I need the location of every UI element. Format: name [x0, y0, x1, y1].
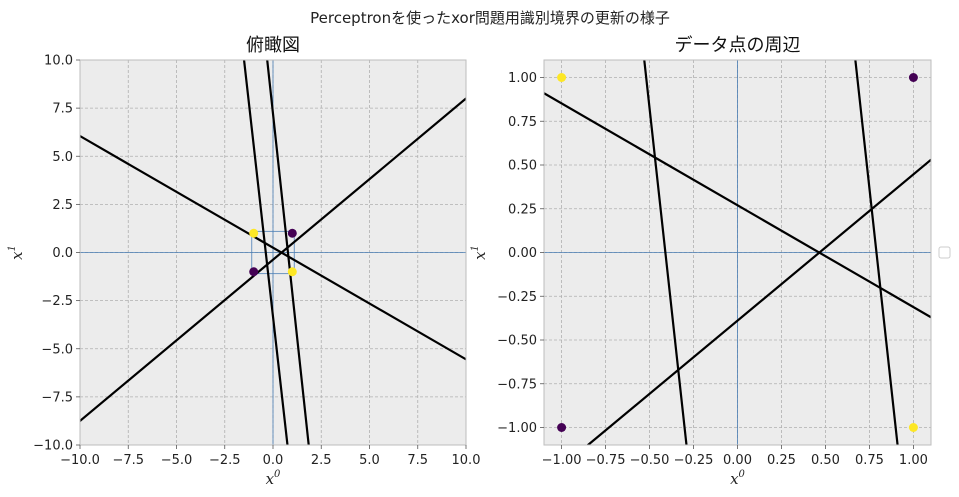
- y-tick-label: −2.5: [41, 294, 73, 309]
- x-axis-label: x0: [730, 469, 745, 488]
- x-tick-label: 7.5: [407, 453, 428, 468]
- panel-zoom: −1.00 −0.75 −0.50 −0.25 0.00 0.25 0.50 0.75 1.00…: [470, 35, 932, 488]
- x-tick-label: 2.5: [311, 453, 332, 468]
- y-tick-label: 0.25: [508, 202, 537, 217]
- decision-boundary-line: [80, 97, 466, 423]
- data-point: [908, 73, 918, 82]
- x-tick-label: 0.75: [855, 453, 884, 468]
- decision-boundary-line: [586, 158, 931, 445]
- y-axis-label: x1: [470, 245, 489, 260]
- y-tick-label: −0.50: [497, 334, 537, 349]
- decision-boundary-line: [80, 134, 466, 361]
- x-tick-label: 0.25: [767, 453, 796, 468]
- x-tick-label: −10.0: [60, 453, 100, 468]
- panel-title: データ点の周辺: [675, 35, 801, 56]
- y-tick-label: −0.25: [497, 290, 537, 305]
- y-tick-label: 0.50: [508, 159, 537, 174]
- y-tick-label: 7.5: [52, 102, 73, 117]
- data-point: [908, 423, 918, 432]
- decision-boundary-line: [266, 60, 310, 445]
- y-tick-label: 1.00: [508, 71, 537, 86]
- data-point: [287, 228, 297, 238]
- y-tick-label: 0.0: [52, 246, 73, 261]
- y-tick-label: −5.0: [41, 342, 73, 357]
- data-point: [557, 423, 567, 432]
- y-tick-label: 2.5: [52, 198, 73, 213]
- x-tick-label: 1.00: [899, 453, 928, 468]
- decision-boundary-line: [643, 60, 688, 445]
- y-tick-label: 10.0: [44, 54, 73, 69]
- empty-legend-box: [938, 246, 951, 259]
- x-tick-label: −0.25: [674, 453, 714, 468]
- plot-content: [544, 60, 931, 445]
- x-tick-label: −5.0: [161, 453, 193, 468]
- x-tick-label: 0.00: [723, 453, 752, 468]
- y-tick-label: −1.00: [497, 421, 537, 436]
- y-tick-label: −7.5: [41, 390, 73, 405]
- decision-boundary-line: [854, 60, 899, 445]
- x-tick-label: 10.0: [452, 453, 481, 468]
- x-tick-label: −1.00: [542, 453, 582, 468]
- y-tick-label: −10.0: [33, 439, 73, 454]
- y-tick-label: 5.0: [52, 150, 73, 165]
- panel-overview: −10.0 −7.5 −5.0 −2.5 0.0 2.5 5.0 7.5 10.0 −10.0 −7…: [7, 35, 480, 488]
- x-axis-label: x0: [266, 469, 281, 488]
- y-tick-label: −0.75: [497, 377, 537, 392]
- data-point: [249, 267, 259, 277]
- x-tick-label: 0.0: [263, 453, 284, 468]
- data-point: [249, 228, 259, 238]
- y-tick-label: 0.75: [508, 115, 537, 130]
- figure-suptitle: Perceptronを使ったxor問題用識別境界の更新の様子: [310, 9, 670, 27]
- data-point: [287, 267, 297, 277]
- zoom-region-rect: [251, 230, 295, 275]
- panel-title: 俯瞰図: [246, 35, 300, 56]
- x-tick-label: 0.50: [811, 453, 840, 468]
- y-tick-label: 0.00: [508, 246, 537, 261]
- x-tick-label: −0.50: [630, 453, 670, 468]
- x-tick-label: 5.0: [359, 453, 380, 468]
- x-tick-label: −7.5: [112, 453, 144, 468]
- data-point: [557, 73, 567, 82]
- x-tick-label: −2.5: [209, 453, 241, 468]
- decision-boundary-line: [544, 92, 931, 319]
- plot-content: [80, 60, 466, 445]
- y-axis-label: x1: [7, 245, 26, 260]
- decision-boundary-line: [242, 60, 289, 445]
- x-tick-label: −0.75: [586, 453, 626, 468]
